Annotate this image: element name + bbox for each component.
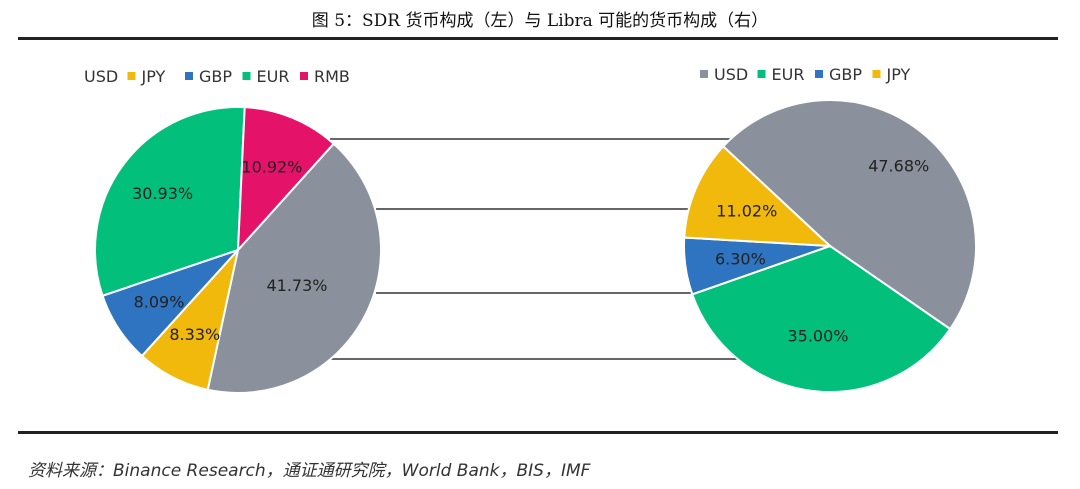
left-pie-label-usd: 41.73% bbox=[266, 276, 327, 295]
left-pie-slice-usd bbox=[206, 142, 383, 395]
left-pie-slice-eur bbox=[94, 106, 246, 298]
left-legend-swatch-rmb bbox=[300, 72, 308, 80]
source-note: 资料来源：Binance Research，通证通研究院，World Bank，… bbox=[28, 461, 591, 481]
left-legend-swatch-eur bbox=[242, 72, 251, 80]
left-legend-swatch-gbp bbox=[185, 72, 193, 80]
left-pie-label-rmb: 10.92% bbox=[241, 158, 302, 177]
right-legend-label-jpy: JPY bbox=[886, 65, 911, 84]
right-legend: USD EUR GBP JPY bbox=[700, 65, 911, 84]
left-legend-swatch-jpy bbox=[127, 72, 136, 80]
right-legend-label-gbp: GBP bbox=[829, 65, 862, 84]
right-pie-slice-eur bbox=[690, 244, 952, 394]
right-pie-label-jpy: 11.02% bbox=[716, 201, 777, 220]
left-legend: USD JPY GBP EUR RMB bbox=[84, 67, 350, 86]
right-pie-slice-jpy bbox=[683, 145, 833, 248]
left-pie-label-jpy: 8.33% bbox=[169, 325, 220, 344]
left-legend-label-usd: USD bbox=[84, 67, 118, 86]
left-legend-label-rmb: RMB bbox=[314, 67, 350, 86]
right-pie-slice-usd bbox=[721, 98, 978, 331]
connector-lines bbox=[330, 138, 744, 360]
right-pie-chart: 47.68% 35.00% 6.30% 11.02% bbox=[683, 98, 978, 394]
right-pie-label-eur: 35.00% bbox=[787, 327, 848, 346]
right-pie-label-usd: 47.68% bbox=[868, 157, 929, 176]
left-legend-label-jpy: JPY bbox=[141, 67, 166, 86]
bottom-rule bbox=[18, 431, 1058, 434]
left-legend-label-eur: EUR bbox=[257, 67, 290, 86]
left-pie-chart: 41.73% 8.33% 8.09% 30.93% 10.92% bbox=[94, 106, 383, 395]
right-legend-swatch-gbp bbox=[815, 70, 823, 78]
figure-title: 图 5：SDR 货币构成（左）与 Libra 可能的货币构成（右） bbox=[311, 11, 769, 31]
top-rule bbox=[18, 37, 1058, 40]
right-legend-swatch-usd bbox=[700, 70, 708, 78]
left-legend-label-gbp: GBP bbox=[199, 67, 232, 86]
left-pie-label-eur: 30.93% bbox=[132, 184, 193, 203]
right-pie-label-gbp: 6.30% bbox=[715, 250, 766, 269]
left-pie-slice-rmb bbox=[236, 106, 336, 253]
right-legend-label-usd: USD bbox=[714, 65, 748, 84]
right-legend-swatch-eur bbox=[757, 70, 766, 78]
right-legend-label-eur: EUR bbox=[772, 65, 805, 84]
left-pie-label-gbp: 8.09% bbox=[134, 293, 185, 312]
right-legend-swatch-jpy bbox=[872, 70, 881, 78]
